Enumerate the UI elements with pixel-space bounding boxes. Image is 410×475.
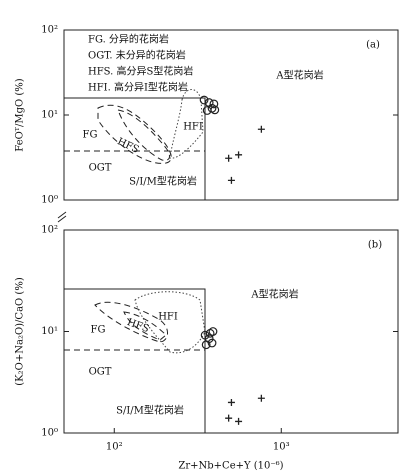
x-axis-label: Zr+Nb+Ce+Y (10⁻⁶)	[178, 461, 283, 472]
annotation: FG. 分异的花岗岩	[88, 33, 169, 46]
field-boundary	[64, 97, 206, 200]
fg-field	[94, 301, 168, 343]
circle-point	[207, 338, 217, 348]
x-tick-label: 10³	[273, 442, 290, 453]
annotation: S/I/M型花岗岩	[116, 404, 184, 417]
hfs-field	[117, 109, 170, 161]
annotation: (b)	[368, 240, 382, 251]
annotation: HFI	[158, 312, 178, 323]
circle-point	[209, 99, 219, 109]
annotation: HFI	[183, 122, 203, 133]
x-tick-label: 10²	[106, 442, 123, 453]
cross-point	[227, 398, 235, 406]
circle-point	[208, 327, 218, 336]
cross-point	[257, 125, 265, 133]
y-tick-label: 10¹	[41, 326, 58, 337]
annotation: S/I/M型花岗岩	[129, 175, 197, 188]
annotation: OGT	[89, 367, 112, 378]
y-tick-label: 10¹	[41, 110, 58, 121]
annotation: HFS	[115, 136, 140, 156]
annotation: HFI. 高分异I型花岗岩	[88, 81, 188, 94]
field-boundary	[64, 288, 206, 433]
cross-point	[225, 414, 233, 422]
y-tick-label: 10²	[41, 25, 58, 36]
annotation: FG	[91, 325, 106, 336]
y-tick-label: 10²	[41, 225, 58, 236]
annotation: FG	[83, 130, 98, 141]
annotation: A型花岗岩	[250, 288, 298, 301]
cross-point	[257, 394, 265, 402]
hfi-field	[169, 89, 204, 159]
y-tick-label: 10⁰	[41, 428, 58, 439]
circle-point	[199, 95, 209, 105]
annotation: OGT. 未分异的花岗岩	[88, 49, 186, 62]
y-tick-label: 10⁰	[41, 195, 58, 206]
cross-point	[235, 151, 243, 159]
annotation: HFS. 高分异S型花岗岩	[88, 65, 193, 78]
annotation: (a)	[366, 40, 380, 51]
annotation: A型花岗岩	[275, 69, 323, 82]
axis-break	[57, 211, 67, 223]
circle-point	[204, 334, 214, 344]
annotation: OGT	[89, 163, 112, 174]
y-axis-label: (K₂O+Na₂O)/CaO (%)	[15, 277, 26, 386]
cross-point	[235, 417, 243, 425]
hfs-field	[123, 311, 167, 341]
circle-point	[202, 106, 212, 115]
cross-point	[225, 154, 233, 162]
fg-field	[97, 104, 172, 164]
cross-point	[227, 176, 235, 184]
y-axis-label: FeOᵀ/MgO (%)	[15, 78, 26, 151]
hfi-field	[134, 291, 206, 354]
